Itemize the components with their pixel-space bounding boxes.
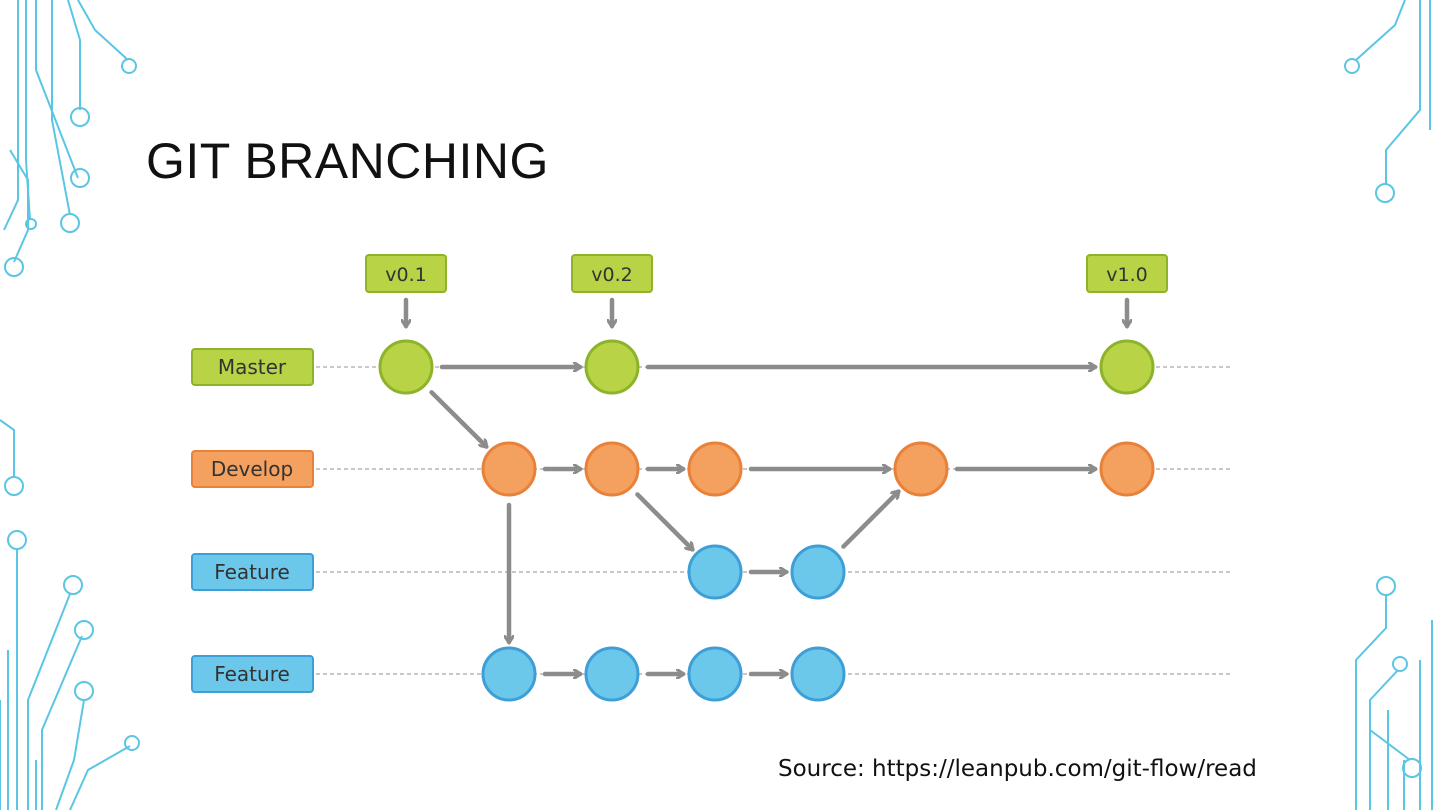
- edge-d2-fa1: [635, 492, 695, 552]
- commit-d2: [584, 441, 640, 497]
- commit-m1: [378, 339, 434, 395]
- commit-fb2: [584, 646, 640, 702]
- version-tag-text: v1.0: [1106, 264, 1147, 286]
- version-tag-box: [365, 254, 447, 293]
- edge-m1-d1: [429, 390, 489, 449]
- branch-label-box: [191, 348, 314, 386]
- branch-label-text: Feature: [214, 560, 290, 584]
- version-tag-box: [1086, 254, 1168, 293]
- commit-fb1: [481, 646, 537, 702]
- branch-label-feature2: Feature: [191, 655, 314, 693]
- commit-d4: [893, 441, 949, 497]
- commit-fb4: [790, 646, 846, 702]
- branch-label-box: [191, 450, 314, 488]
- version-tag-text: v0.1: [385, 264, 426, 286]
- version-tag-v1.0: v1.0: [1086, 254, 1168, 326]
- commit-fb3: [687, 646, 743, 702]
- commit-d1: [481, 441, 537, 497]
- source-citation: Source: https://leanpub.com/git-flow/rea…: [778, 756, 1257, 782]
- branch-label-text: Develop: [211, 457, 293, 481]
- slide-title: GIT BRANCHING: [146, 133, 549, 189]
- version-tag-box: [571, 254, 653, 293]
- commit-fa1: [687, 544, 743, 600]
- version-tag-v0.1: v0.1: [365, 254, 447, 326]
- branch-label-box: [191, 655, 314, 693]
- commit-d3: [687, 441, 743, 497]
- branch-label-feature1: Feature: [191, 553, 314, 591]
- commit-d5: [1099, 441, 1155, 497]
- edge-fa2-d4: [841, 489, 901, 549]
- commit-fa2: [790, 544, 846, 600]
- branch-label-master: Master: [191, 348, 314, 386]
- branch-label-text: Master: [218, 355, 287, 379]
- branch-label-text: Feature: [214, 662, 290, 686]
- branch-label-box: [191, 553, 314, 591]
- version-tag-text: v0.2: [591, 264, 632, 286]
- version-tag-v0.2: v0.2: [571, 254, 653, 326]
- branch-label-develop: Develop: [191, 450, 314, 488]
- commit-m2: [584, 339, 640, 395]
- commit-m3: [1099, 339, 1155, 395]
